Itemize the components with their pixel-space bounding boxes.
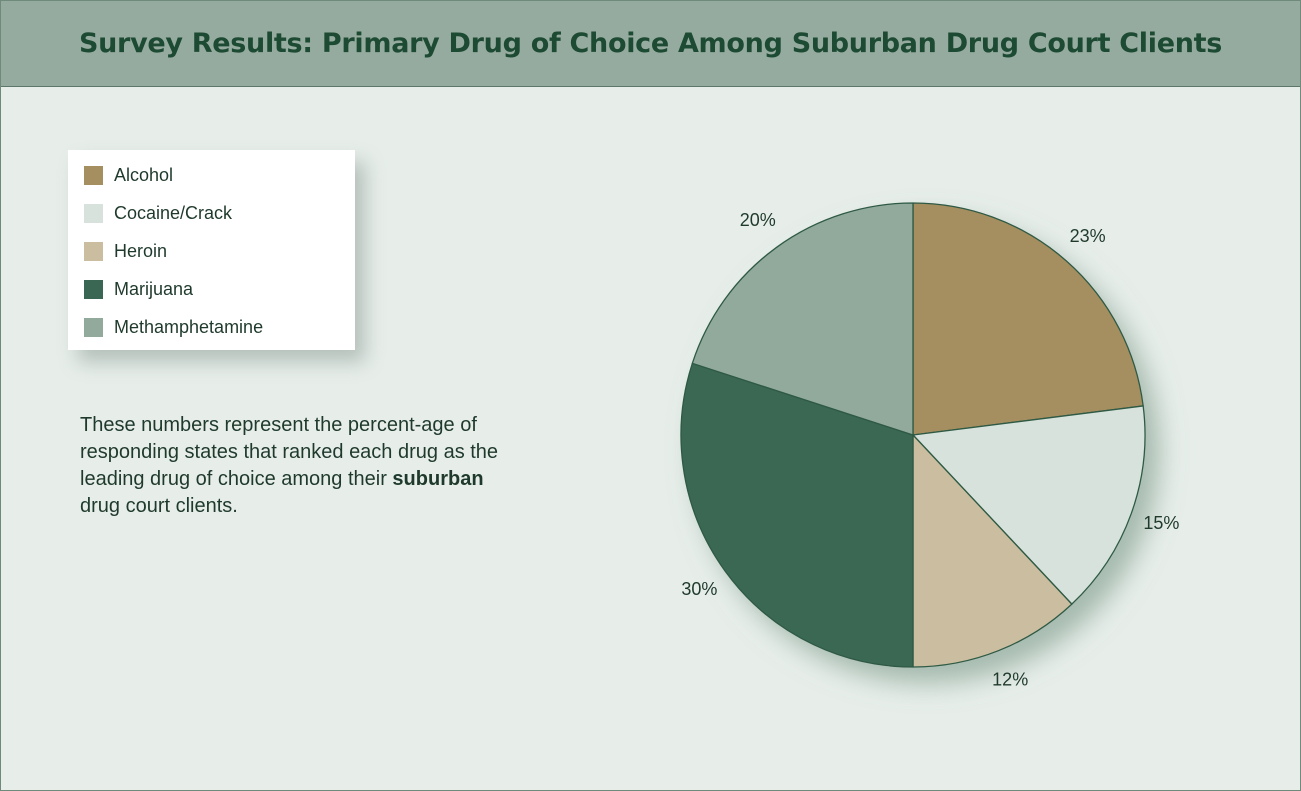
pie-label-marijuana: 30% — [681, 579, 717, 599]
pie-label-alcohol: 23% — [1070, 226, 1106, 246]
legend-swatch-marijuana — [84, 279, 103, 299]
legend-label-cocaine-crack: Cocaine/Crack — [114, 202, 233, 223]
legend-item-methamphetamine: Methamphetamine — [84, 315, 263, 339]
pie-slice-alcohol — [912, 202, 1144, 436]
pie-chart: 23% 15% 12% 30% 20% — [680, 202, 1179, 689]
legend-swatch-methamphetamine — [84, 317, 103, 337]
pie-labels: 23% 15% 12% 30% 20% — [681, 210, 1179, 689]
pie-slice-heroin — [912, 434, 1073, 668]
legend-swatch-heroin — [84, 241, 103, 261]
legend-item-cocaine-crack: Cocaine/Crack — [84, 201, 232, 225]
caption-emphasis: suburban — [392, 468, 484, 490]
pie-slice-marijuana — [680, 362, 914, 668]
legend-item-marijuana: Marijuana — [84, 277, 193, 301]
legend-label-methamphetamine: Methamphetamine — [114, 316, 264, 337]
legend: Alcohol Cocaine/Crack Heroin Marijuana M… — [68, 150, 355, 350]
pie-slice-methamphetamine — [691, 202, 914, 436]
legend-label-alcohol: Alcohol — [114, 164, 174, 185]
pie-label-heroin: 12% — [992, 669, 1028, 689]
chart-title: Survey Results: Primary Drug of Choice A… — [78, 28, 1223, 59]
caption-prefix: These numbers represent the percent-age … — [80, 414, 499, 490]
pie-slices — [680, 202, 1146, 668]
legend-label-heroin: Heroin — [114, 240, 168, 261]
pie-label-methamphetamine: 20% — [740, 210, 776, 230]
legend-swatch-cocaine-crack — [84, 203, 103, 223]
caption-text: These numbers represent the percent-age … — [80, 412, 510, 520]
legend-item-heroin: Heroin — [84, 239, 167, 263]
legend-item-alcohol: Alcohol — [84, 163, 173, 187]
pie-slice-cocaine-crack — [912, 405, 1146, 605]
header-bar: Survey Results: Primary Drug of Choice A… — [1, 1, 1300, 87]
caption-suffix: drug court clients. — [80, 495, 238, 517]
legend-label-marijuana: Marijuana — [114, 278, 194, 299]
legend-swatch-alcohol — [84, 165, 103, 185]
pie-label-cocaine-crack: 15% — [1143, 513, 1179, 533]
